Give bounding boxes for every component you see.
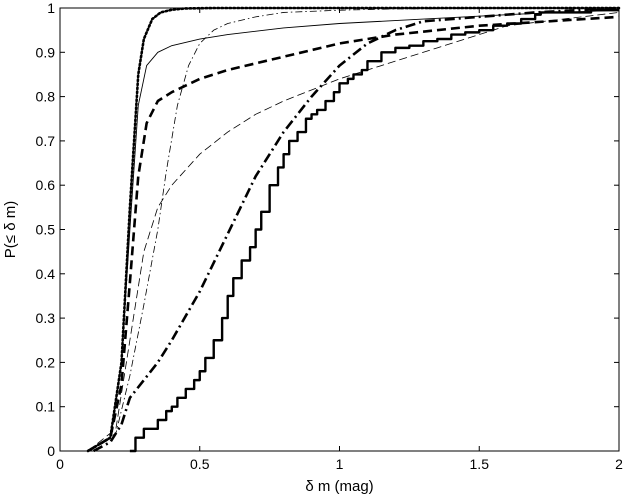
x-tick-label: 1.5 (470, 456, 490, 472)
x-tick-label: 1 (336, 456, 344, 472)
x-tick-label: 0.5 (190, 456, 210, 472)
plot-area (59, 7, 620, 452)
y-tick-label: 0.9 (36, 44, 56, 60)
series-line-solid-thin (87, 9, 620, 452)
y-tick-label: 0 (47, 443, 55, 459)
x-tick-label: 2 (615, 456, 623, 472)
series-layer (86, 6, 621, 453)
x-tick-label: 0 (56, 456, 64, 472)
y-tick-label: 0.4 (36, 266, 56, 282)
series-line-dashed-thick (87, 15, 620, 453)
y-tick-label: 0.3 (36, 310, 56, 326)
y-tick-label: 0.5 (36, 222, 56, 238)
y-tick-label: 0.8 (36, 89, 56, 105)
axis-tick-labels: 0 0.5 1 1.5 2 0 0.1 0.2 0.3 0.4 0.5 0.6 0.7 0.8 0.9 1 (36, 0, 624, 472)
series-line-dashdot-thick (92, 6, 620, 453)
series-line-dashed-thin (87, 12, 620, 452)
y-tick-label: 0.1 (36, 399, 56, 415)
y-axis-label: P(≤ δ m) (2, 201, 19, 258)
series-line-solid-thick-step (129, 9, 619, 453)
y-tick-label: 0.2 (36, 354, 56, 370)
y-tick-label: 0.7 (36, 133, 56, 149)
x-axis-label: δ m (mag) (305, 478, 373, 495)
y-tick-label: 1 (47, 0, 55, 16)
y-tick-label: 0.6 (36, 177, 56, 193)
series-line-dashdot-thin (87, 7, 620, 452)
